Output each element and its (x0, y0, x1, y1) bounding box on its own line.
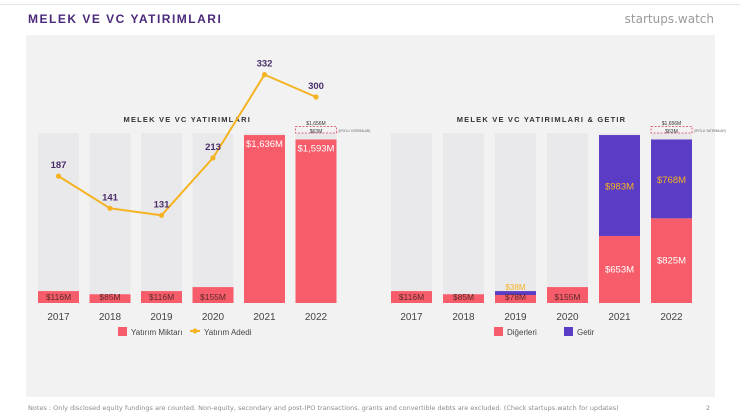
ipo-label-1: $63M (665, 129, 678, 135)
data-label-0-2018: $85M (99, 292, 120, 302)
data-label-0-2019: $116M (149, 292, 174, 302)
line-label-2018: 141 (102, 192, 119, 203)
bar-0-2017 (38, 291, 79, 303)
bar-0-2018 (89, 294, 131, 303)
bar-track-2020 (192, 133, 234, 303)
ipo-box-0 (295, 126, 337, 134)
legend-yatirim-miktari-swatch (118, 327, 127, 336)
ipo-note-0: (IPO'LU YATIRIMLAR) (339, 129, 371, 133)
line-label-2017: 187 (51, 160, 67, 171)
bar-track-2018 (89, 133, 131, 303)
bar-0-2021 (244, 135, 285, 303)
line-yatirim-adedi (57, 73, 317, 217)
ipo-note-1: (IPO'LU YATIRIMLAR) (694, 129, 726, 133)
data-label-1-2022: $825M (657, 256, 686, 267)
x-tick-0-2017: 2017 (47, 312, 70, 323)
bar-1-2017 (391, 291, 432, 303)
x-tick-0-2021: 2021 (253, 312, 276, 323)
legend-getir-label: Getir (577, 328, 595, 337)
chart-title-0: MELEK VE VC YATIRIMLARI (124, 115, 251, 124)
bar-track-2018 (443, 133, 484, 303)
legend-digerleri-swatch (494, 327, 503, 336)
data-label-getir-2022: $768M (657, 175, 686, 186)
total-label-0: $1,656M (306, 121, 325, 127)
bar-track-2017 (38, 133, 79, 303)
page-title: MELEK VE VC YATIRIMLARI (28, 12, 223, 26)
data-label-0-2021: $1,636M (246, 139, 283, 150)
x-tick-0-2018: 2018 (99, 312, 122, 323)
data-label-getir-2021: $983M (605, 182, 634, 193)
line-point-2021 (261, 72, 268, 78)
line-point-2018 (107, 205, 113, 211)
x-tick-1-2017: 2017 (400, 312, 423, 323)
brand-logo: startups.watch (624, 12, 714, 26)
ipo-box-1 (650, 126, 693, 134)
line-point-2019 (158, 212, 165, 218)
line-label-2022: 300 (308, 81, 324, 92)
legend-yatirim-miktari-label: Yatırım Miktarı (131, 328, 182, 337)
bar-track-2019 (495, 133, 536, 303)
line-point-2022 (313, 94, 319, 100)
footnote: Notes : Only disclosed equity fundings a… (28, 404, 619, 412)
bar-getir-2022 (651, 139, 692, 219)
x-tick-1-2020: 2020 (556, 312, 579, 323)
bar-1-2018 (443, 294, 484, 303)
bar-1-2021 (599, 235, 640, 303)
bar-track-2020 (547, 133, 588, 303)
data-label-1-2017: $116M (399, 292, 424, 302)
data-label-0-2020: $155M (200, 292, 226, 302)
legend-yatirim-adedi-marker (192, 328, 198, 334)
bar-1-2020 (547, 287, 588, 303)
bar-0-2019 (141, 291, 182, 303)
x-tick-1-2019: 2019 (504, 312, 527, 323)
x-tick-1-2021: 2021 (608, 312, 631, 323)
ipo-label-0: $63M (310, 129, 323, 135)
line-label-2020: 213 (205, 142, 221, 153)
legend-yatirim-adedi-label: Yatırım Adedi (204, 328, 252, 337)
top-divider (0, 4, 740, 5)
x-tick-0-2020: 2020 (202, 312, 225, 323)
bar-track-2017 (391, 133, 432, 303)
data-label-0-2022: $1,593M (298, 143, 335, 154)
x-tick-1-2018: 2018 (452, 312, 475, 323)
x-tick-0-2019: 2019 (150, 312, 173, 323)
data-label-1-2021: $653M (605, 264, 634, 275)
x-tick-0-2022: 2022 (305, 312, 328, 323)
legend-digerleri-label: Diğerleri (507, 328, 537, 337)
bar-getir-2021 (599, 135, 640, 236)
bar-getir-2019 (495, 291, 536, 295)
chart-title-1: MELEK VE VC YATIRIMLARI & GETIR (457, 115, 627, 124)
bar-0-2022 (295, 139, 337, 303)
data-label-0-2017: $116M (46, 292, 71, 302)
page-number: 2 (705, 404, 710, 412)
bar-track-2019 (141, 133, 182, 303)
line-point-2020 (210, 155, 216, 161)
data-label-1-2019: $78M (505, 292, 526, 302)
data-label-1-2018: $85M (453, 292, 474, 302)
bar-1-2022 (651, 218, 692, 303)
x-tick-1-2022: 2022 (660, 312, 683, 323)
bar-1-2019 (495, 294, 536, 303)
data-label-1-2020: $155M (555, 292, 581, 302)
line-label-2019: 131 (154, 199, 171, 210)
bar-0-2020 (192, 287, 234, 303)
total-label-1: $1,656M (662, 121, 681, 127)
line-point-2017 (55, 173, 62, 179)
line-label-2021: 332 (257, 59, 273, 70)
data-label-getir-2019: $38M (505, 283, 525, 292)
legend-getir-swatch (564, 327, 573, 336)
